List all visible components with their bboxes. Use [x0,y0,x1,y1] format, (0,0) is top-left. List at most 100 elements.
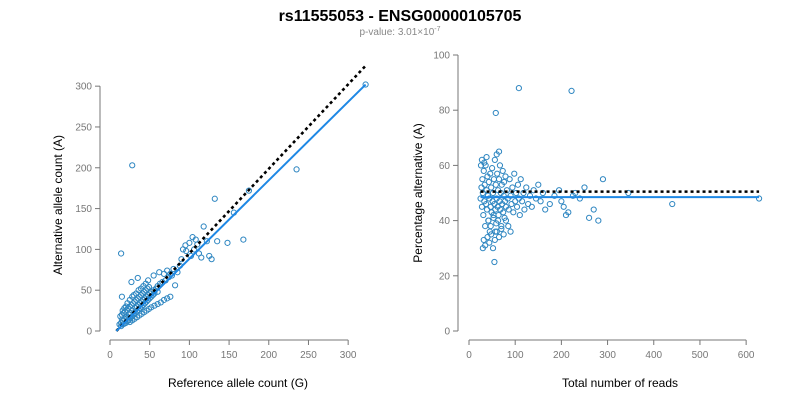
left-data-point [245,187,253,194]
left-data-point [240,236,247,243]
right-data-point [512,198,519,205]
right-data-point [542,206,549,213]
right-data-point [495,234,503,241]
right-data-point [513,189,520,197]
right-data-point [500,209,507,216]
right-data-point [502,217,510,224]
left-y-tick-label: 0 [86,327,92,338]
right-data-point [507,192,514,199]
right-data-point [508,200,515,208]
right-data-point [488,165,496,172]
left-data-point [171,282,179,289]
left-x-tick-label: 50 [144,350,156,361]
right-data-point [551,192,558,199]
right-data-point [494,170,501,177]
right-data-point [492,181,499,188]
left-data-point [203,238,210,245]
left-data-point [145,277,152,284]
right-data-point [576,195,583,202]
left-data-point [118,293,126,300]
right-data-point [495,176,503,183]
right-data-point [492,109,499,117]
right-data-point [488,184,495,191]
right-data-point [530,187,537,194]
right-data-point [482,223,489,230]
right-data-point [485,217,492,224]
right-x-tick-label: 300 [599,350,616,361]
right-data-point [491,156,498,163]
left-data-point [136,293,143,300]
right-data-point [496,162,504,169]
left-data-point [194,241,201,248]
left-y-tick-label: 250 [75,122,92,133]
right-data-point [546,200,553,208]
left-data-point [211,195,218,202]
right-y-tick-label: 100 [433,51,450,62]
left-data-point [224,239,231,246]
left-data-point [148,304,155,311]
left-data-point [160,270,168,277]
right-y-tick-label: 20 [439,271,451,282]
left-data-point [293,166,300,173]
left-y-tick-label: 100 [75,245,92,256]
right-data-point [599,176,607,183]
left-data-point [129,162,136,169]
right-data-point [595,217,602,224]
right-y-tick-label: 80 [439,106,451,117]
left-x-tick-label: 0 [107,350,113,361]
right-data-point [478,184,485,191]
right-data-point [490,176,498,183]
right-data-point [498,225,505,232]
left-data-point [117,313,124,320]
right-data-point [572,189,579,197]
right-data-point [491,236,498,244]
left-data-point [160,296,168,304]
right-x-tick-label: 0 [466,350,472,361]
right-data-point [625,189,632,197]
left-data-point [121,305,128,312]
right-data-point [498,223,505,230]
left-y-tick-label: 300 [75,82,92,93]
left-panel: Reference allele count (G) Alternative a… [51,64,369,390]
right-data-point [487,223,494,230]
right-data-point [568,87,575,94]
right-data-point [502,173,509,180]
left-data-point [129,293,136,300]
right-data-point [489,245,497,252]
right-data-point [560,203,567,210]
right-data-point [487,170,494,177]
left-data-point [164,295,171,302]
right-panel: Total number of reads Percentage alterna… [411,51,763,390]
chart-subtitle: p-value: 3.01×10-7 [359,26,440,38]
left-data-point [118,250,125,257]
left-data-point [134,274,141,282]
right-data-point [483,154,490,161]
right-x-tick-label: 600 [738,350,755,361]
right-data-point [490,211,497,219]
right-data-point [486,239,493,246]
right-data-point [510,209,517,216]
left-reference-line [115,64,367,332]
right-data-point [485,178,492,186]
right-data-point [581,184,588,191]
right-data-point [491,258,498,266]
right-data-point [495,148,503,155]
right-data-point [590,206,597,213]
chart-title: rs11555053 - ENSG00000105705 [279,8,522,25]
right-data-point [480,236,487,244]
left-data-point [122,303,129,310]
left-data-point [141,288,148,295]
left-data-point [150,272,157,279]
right-data-point [507,228,514,235]
left-data-point [200,223,207,230]
right-data-point [480,211,487,219]
left-x-tick-label: 250 [300,350,317,361]
right-data-point [501,178,508,186]
right-data-point [480,167,487,175]
right-data-point [506,176,513,183]
left-data-point [118,311,126,318]
right-data-point [511,170,518,177]
right-data-point [505,206,512,213]
